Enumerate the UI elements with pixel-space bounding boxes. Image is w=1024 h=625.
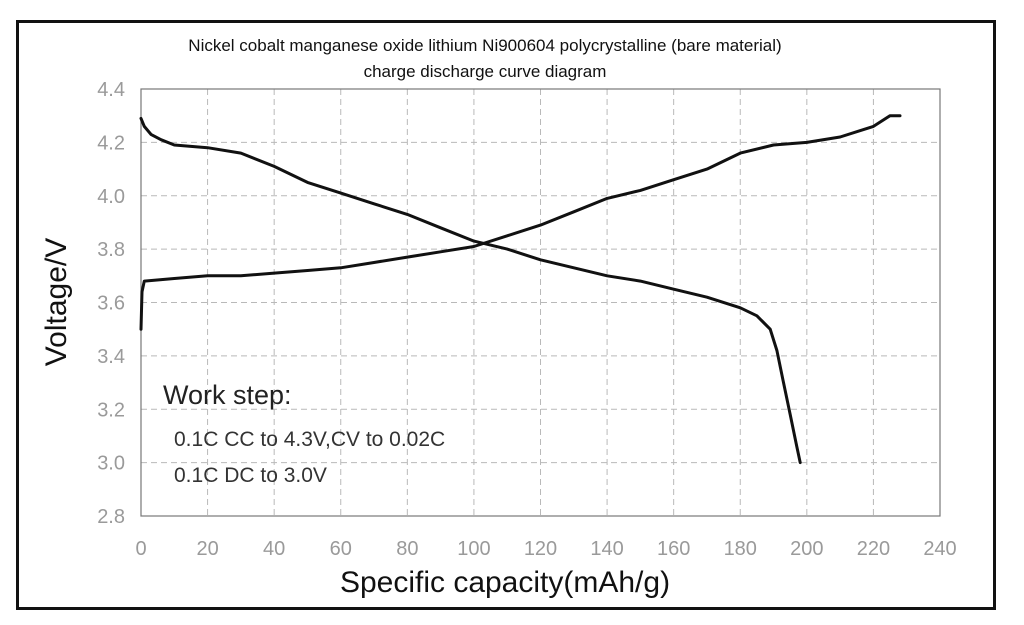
y-axis-ticks: 2.8 3.0 3.2 3.4 3.6 3.8 4.0 4.2 4.4 bbox=[97, 79, 125, 528]
work-step-heading: Work step: bbox=[163, 380, 292, 410]
x-tick-label: 120 bbox=[524, 538, 557, 560]
x-tick-label: 140 bbox=[590, 538, 623, 560]
chart-title-line-2: charge discharge curve diagram bbox=[364, 62, 607, 81]
x-tick-label: 0 bbox=[135, 538, 146, 560]
y-tick-label: 3.8 bbox=[97, 239, 125, 261]
x-tick-label: 100 bbox=[457, 538, 490, 560]
chart-frame bbox=[16, 20, 996, 610]
y-tick-label: 3.4 bbox=[97, 346, 125, 368]
x-tick-label: 40 bbox=[263, 538, 285, 560]
chart-title-line-1: Nickel cobalt manganese oxide lithium Ni… bbox=[188, 36, 781, 55]
x-tick-label: 220 bbox=[857, 538, 890, 560]
grid-lines bbox=[141, 89, 940, 516]
y-tick-label: 3.0 bbox=[97, 453, 125, 475]
y-tick-label: 3.6 bbox=[97, 293, 125, 315]
work-step-line-1: 0.1C CC to 4.3V,CV to 0.02C bbox=[174, 428, 445, 451]
x-tick-label: 20 bbox=[196, 538, 218, 560]
x-tick-label: 160 bbox=[657, 538, 690, 560]
work-step-annotation: Work step: 0.1C CC to 4.3V,CV to 0.02C 0… bbox=[163, 380, 445, 487]
x-axis-ticks: 0 20 40 60 80 100 120 140 160 180 200 220 240 bbox=[135, 538, 956, 560]
work-step-line-2: 0.1C DC to 3.0V bbox=[174, 464, 327, 487]
x-tick-label: 80 bbox=[396, 538, 418, 560]
chart-title: Nickel cobalt manganese oxide lithium Ni… bbox=[188, 36, 781, 81]
x-tick-label: 200 bbox=[790, 538, 823, 560]
x-tick-label: 240 bbox=[923, 538, 956, 560]
y-tick-label: 4.0 bbox=[97, 186, 125, 208]
y-tick-label: 3.2 bbox=[97, 399, 125, 421]
y-tick-label: 4.2 bbox=[97, 132, 125, 154]
x-tick-label: 180 bbox=[724, 538, 757, 560]
y-tick-label: 2.8 bbox=[97, 506, 125, 528]
curves bbox=[139, 114, 902, 465]
charge-curve bbox=[139, 114, 902, 331]
x-axis-label: Specific capacity(mAh/g) bbox=[340, 566, 670, 599]
y-tick-label: 4.4 bbox=[97, 79, 125, 101]
x-tick-label: 60 bbox=[330, 538, 352, 560]
discharge-curve bbox=[139, 116, 802, 465]
y-axis-label: Voltage/V bbox=[40, 238, 73, 366]
